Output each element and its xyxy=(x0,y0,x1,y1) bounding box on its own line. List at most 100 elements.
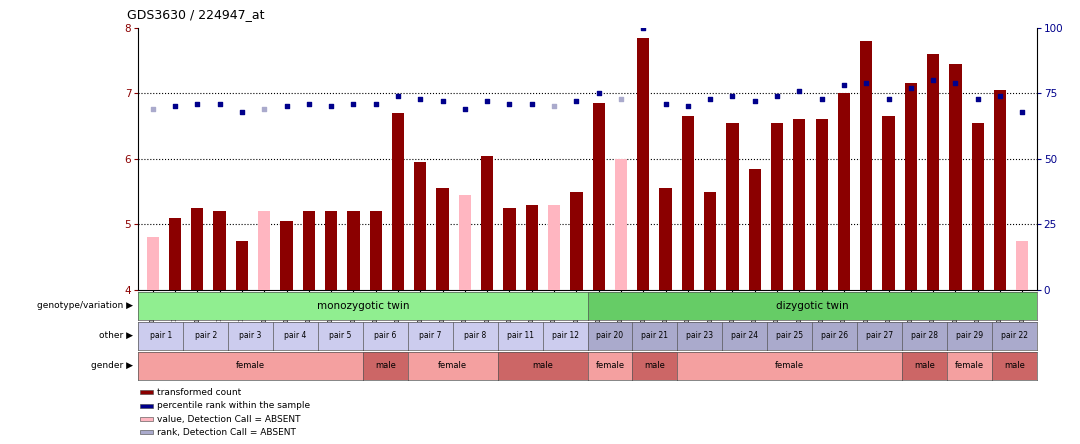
Text: pair 26: pair 26 xyxy=(821,331,848,340)
Text: pair 29: pair 29 xyxy=(956,331,983,340)
Bar xyxy=(972,123,984,290)
Point xyxy=(390,92,407,99)
Text: dizygotic twin: dizygotic twin xyxy=(775,301,849,311)
Bar xyxy=(503,208,515,290)
Text: rank, Detection Call = ABSENT: rank, Detection Call = ABSENT xyxy=(158,428,296,437)
Bar xyxy=(860,41,873,290)
Text: pair 11: pair 11 xyxy=(507,331,534,340)
Point xyxy=(835,82,852,89)
Bar xyxy=(615,159,627,290)
Text: male: male xyxy=(645,361,665,370)
Text: pair 25: pair 25 xyxy=(777,331,804,340)
Point xyxy=(300,100,318,107)
Bar xyxy=(348,211,360,290)
Text: pair 4: pair 4 xyxy=(284,331,307,340)
Bar xyxy=(414,162,427,290)
Bar xyxy=(168,218,181,290)
Point xyxy=(590,90,607,97)
Bar xyxy=(526,205,538,290)
Text: pair 28: pair 28 xyxy=(912,331,937,340)
Text: female: female xyxy=(775,361,805,370)
Bar xyxy=(815,119,827,290)
Bar xyxy=(793,119,806,290)
Bar xyxy=(481,155,494,290)
Bar xyxy=(436,188,448,290)
Text: pair 2: pair 2 xyxy=(194,331,217,340)
Bar xyxy=(235,241,248,290)
Bar xyxy=(949,64,961,290)
Text: pair 1: pair 1 xyxy=(149,331,172,340)
Point xyxy=(434,98,451,105)
Bar xyxy=(660,188,672,290)
Text: genotype/variation ▶: genotype/variation ▶ xyxy=(37,301,133,310)
Point xyxy=(144,105,161,112)
Text: pair 12: pair 12 xyxy=(552,331,579,340)
Text: percentile rank within the sample: percentile rank within the sample xyxy=(158,401,310,410)
Point xyxy=(166,103,184,110)
Text: GDS3630 / 224947_at: GDS3630 / 224947_at xyxy=(127,8,265,21)
Bar xyxy=(325,211,337,290)
Point xyxy=(679,103,697,110)
Point xyxy=(1014,108,1031,115)
Point xyxy=(746,98,764,105)
Bar xyxy=(838,93,850,290)
Text: pair 27: pair 27 xyxy=(866,331,893,340)
Point xyxy=(189,100,206,107)
Bar xyxy=(281,221,293,290)
Text: pair 24: pair 24 xyxy=(731,331,758,340)
Bar xyxy=(771,123,783,290)
Bar xyxy=(258,211,270,290)
Text: female: female xyxy=(237,361,265,370)
Text: pair 20: pair 20 xyxy=(596,331,623,340)
Text: pair 21: pair 21 xyxy=(642,331,669,340)
Text: female: female xyxy=(438,361,468,370)
Bar xyxy=(459,195,471,290)
Text: other ▶: other ▶ xyxy=(99,331,133,340)
Point xyxy=(501,100,518,107)
Point xyxy=(456,105,473,112)
Point xyxy=(568,98,585,105)
Text: female: female xyxy=(955,361,984,370)
Point xyxy=(880,95,897,102)
Text: male: male xyxy=(914,361,935,370)
Point xyxy=(791,87,808,94)
Point xyxy=(612,95,630,102)
Text: pair 22: pair 22 xyxy=(1001,331,1028,340)
Bar xyxy=(548,205,561,290)
Bar xyxy=(214,211,226,290)
Text: pair 3: pair 3 xyxy=(240,331,261,340)
Text: pair 8: pair 8 xyxy=(464,331,486,340)
Point xyxy=(902,84,919,91)
Point xyxy=(478,98,496,105)
Point xyxy=(323,103,340,110)
Point xyxy=(947,79,964,86)
Bar xyxy=(191,208,203,290)
Point xyxy=(991,92,1009,99)
Bar xyxy=(927,54,940,290)
Bar xyxy=(147,238,159,290)
Point xyxy=(345,100,362,107)
Point xyxy=(768,92,785,99)
Bar xyxy=(570,191,582,290)
Point xyxy=(211,100,228,107)
Point xyxy=(278,103,295,110)
Bar xyxy=(593,103,605,290)
Text: male: male xyxy=(532,361,553,370)
Point xyxy=(657,100,674,107)
Text: transformed count: transformed count xyxy=(158,388,242,397)
Point xyxy=(523,100,540,107)
Bar xyxy=(704,191,716,290)
Point xyxy=(545,103,563,110)
Bar xyxy=(369,211,382,290)
Point xyxy=(724,92,741,99)
Point xyxy=(924,77,942,84)
Bar xyxy=(1016,241,1028,290)
Bar xyxy=(302,211,315,290)
Bar xyxy=(748,169,761,290)
Point xyxy=(635,24,652,32)
Text: pair 5: pair 5 xyxy=(329,331,352,340)
Bar xyxy=(994,90,1007,290)
Text: pair 23: pair 23 xyxy=(686,331,714,340)
Point xyxy=(813,95,831,102)
Bar xyxy=(681,116,694,290)
